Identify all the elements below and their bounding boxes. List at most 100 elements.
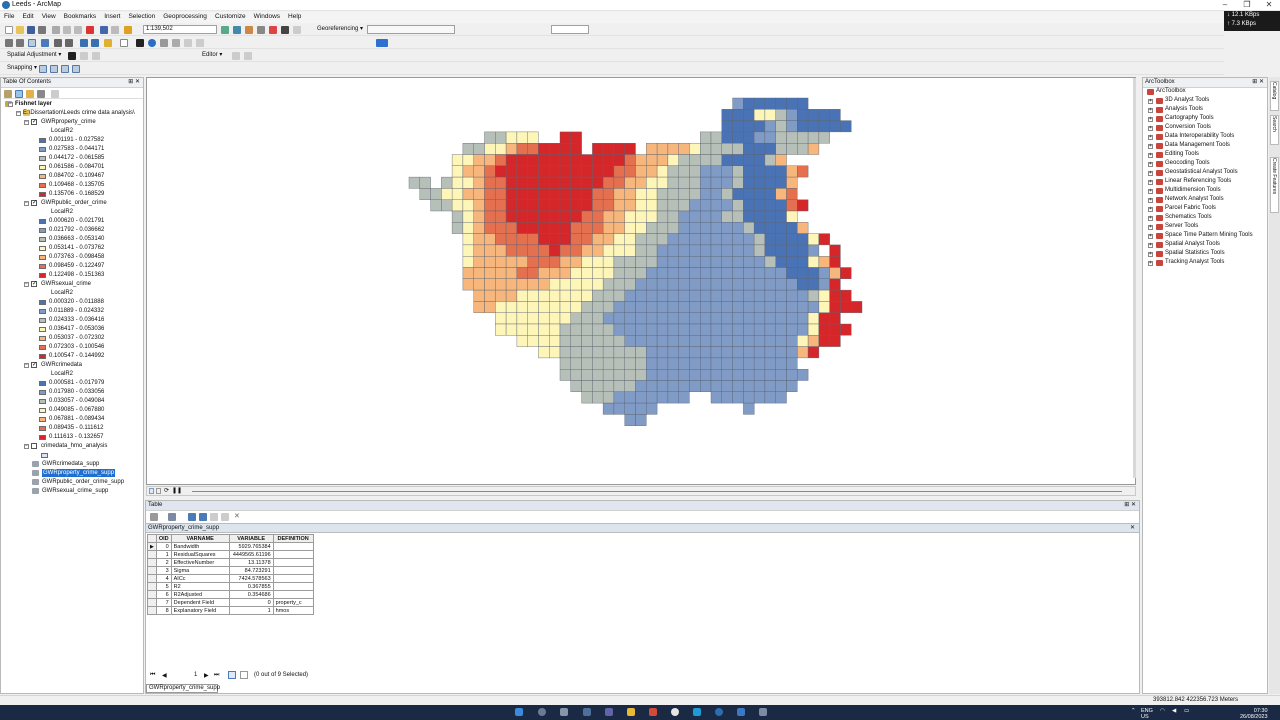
fishnet-cell[interactable] <box>505 165 518 178</box>
delete-icon[interactable] <box>86 26 94 34</box>
fishnet-cell[interactable] <box>516 289 528 302</box>
fishnet-cell[interactable] <box>516 222 528 234</box>
fishnet-cell[interactable] <box>797 255 809 268</box>
fishnet-cell[interactable] <box>549 233 561 246</box>
fishnet-cell[interactable] <box>646 210 658 223</box>
table-options-icon[interactable] <box>150 513 158 521</box>
fishnet-cell[interactable] <box>451 154 464 167</box>
clear-table-selection-icon[interactable] <box>210 513 218 521</box>
select-elements-icon[interactable] <box>136 39 144 47</box>
fishnet-cell[interactable] <box>786 188 798 200</box>
menu-geoprocessing[interactable]: Geoprocessing <box>163 13 207 20</box>
fishnet-cell[interactable] <box>829 255 841 268</box>
fishnet-cell[interactable] <box>829 267 841 280</box>
fishnet-cell[interactable] <box>667 210 679 223</box>
fishnet-cell[interactable] <box>646 222 658 234</box>
search-side-tab[interactable]: Search <box>1270 115 1279 145</box>
fishnet-cell[interactable] <box>602 346 615 359</box>
fishnet-cell[interactable] <box>721 176 733 189</box>
fishnet-cell[interactable] <box>764 176 776 189</box>
fishnet-cell[interactable] <box>721 131 733 144</box>
fishnet-cell[interactable] <box>753 233 766 246</box>
fishnet-cell[interactable] <box>667 312 679 325</box>
fishnet-cell[interactable] <box>570 335 582 347</box>
fishnet-cell[interactable] <box>710 255 723 268</box>
fishnet-cell[interactable] <box>797 335 809 347</box>
fishnet-cell[interactable] <box>602 210 615 223</box>
fishnet-cell[interactable] <box>743 278 755 291</box>
table-cell[interactable] <box>272 542 314 551</box>
fishnet-cell[interactable] <box>775 369 787 381</box>
fishnet-cell[interactable] <box>797 233 809 246</box>
catalog-side-tab[interactable]: Catalog <box>1270 81 1279 111</box>
fishnet-cell[interactable] <box>721 323 733 336</box>
toc-folder-path-expand-toggle[interactable]: − <box>16 110 21 116</box>
scale-combo[interactable]: 1:139,502 <box>143 25 217 34</box>
table-cell[interactable]: 8 <box>155 606 172 615</box>
toolbox-item-6[interactable]: Editing Tools <box>1165 151 1199 157</box>
fishnet-cell[interactable] <box>495 323 507 336</box>
fishnet-cell[interactable] <box>743 97 755 110</box>
fishnet-cell[interactable] <box>775 380 787 393</box>
point-snapping-icon[interactable] <box>39 65 47 73</box>
fishnet-cell[interactable] <box>473 244 485 257</box>
fishnet-cell[interactable] <box>775 233 787 246</box>
fishnet-cell[interactable] <box>775 301 787 313</box>
fishnet-cell[interactable] <box>721 244 733 257</box>
table-tab-close-icon[interactable]: ✕ <box>1129 525 1135 531</box>
fishnet-cell[interactable] <box>451 188 464 200</box>
fishnet-cell[interactable] <box>495 154 507 167</box>
fishnet-cell[interactable] <box>753 120 766 133</box>
fishnet-cell[interactable] <box>667 244 679 257</box>
fishnet-cell[interactable] <box>559 244 572 257</box>
fishnet-cell[interactable] <box>775 142 787 155</box>
fishnet-cell[interactable] <box>602 165 615 178</box>
fishnet-cell[interactable] <box>646 323 658 336</box>
fishnet-cell[interactable] <box>624 369 636 381</box>
fishnet-cell[interactable] <box>797 109 809 121</box>
table-cell[interactable]: 84.723291 <box>228 566 274 575</box>
fishnet-cell[interactable] <box>538 154 550 167</box>
fishnet-cell[interactable] <box>635 199 647 212</box>
fishnet-cell[interactable] <box>840 267 852 280</box>
fishnet-cell[interactable] <box>495 312 507 325</box>
fishnet-cell[interactable] <box>667 165 679 178</box>
zoom-in-icon[interactable] <box>5 39 13 47</box>
fishnet-cell[interactable] <box>602 255 615 268</box>
fishnet-cell[interactable] <box>516 267 528 280</box>
fishnet-cell[interactable] <box>581 255 593 268</box>
toolbox-expand-8[interactable]: + <box>1148 170 1153 176</box>
fishnet-cell[interactable] <box>678 154 690 167</box>
fishnet-cell[interactable] <box>678 244 690 257</box>
fishnet-cell[interactable] <box>559 255 572 268</box>
fishnet-cell[interactable] <box>549 278 561 291</box>
fishnet-cell[interactable] <box>656 165 669 178</box>
fishnet-cell[interactable] <box>721 233 733 246</box>
fishnet-cell[interactable] <box>559 357 572 370</box>
fishnet-cell[interactable] <box>656 289 669 302</box>
fishnet-cell[interactable] <box>807 301 820 313</box>
fishnet-cell[interactable] <box>689 369 701 381</box>
fishnet-cell[interactable] <box>527 233 539 246</box>
fishnet-cell[interactable] <box>646 142 658 155</box>
time-slider-icon[interactable] <box>196 39 204 47</box>
toc-table-0[interactable]: GWRcrimedata_supp <box>42 461 100 467</box>
menu-help[interactable]: Help <box>288 13 302 20</box>
fishnet-cell[interactable] <box>732 109 744 121</box>
fishnet-cell[interactable] <box>807 131 820 144</box>
fishnet-cell[interactable] <box>602 142 615 155</box>
table-cell[interactable]: Bandwidth <box>170 542 230 551</box>
fishnet-cell[interactable] <box>797 165 809 178</box>
toc-layer-1-expand-toggle[interactable]: − <box>24 200 29 206</box>
fishnet-cell[interactable] <box>527 210 539 223</box>
fishnet-cell[interactable] <box>581 380 593 393</box>
fishnet-cell[interactable] <box>678 188 690 200</box>
fishnet-cell[interactable] <box>743 312 755 325</box>
fishnet-cell[interactable] <box>656 199 669 212</box>
modelbuilder-icon[interactable] <box>293 26 301 34</box>
row-selector[interactable] <box>147 550 157 559</box>
fishnet-cell[interactable] <box>549 346 561 359</box>
fishnet-cell[interactable] <box>700 289 712 302</box>
toc-layer-hmo-analysis[interactable]: crimedata_hmo_analysis <box>41 443 108 449</box>
fishnet-cell[interactable] <box>807 142 820 155</box>
